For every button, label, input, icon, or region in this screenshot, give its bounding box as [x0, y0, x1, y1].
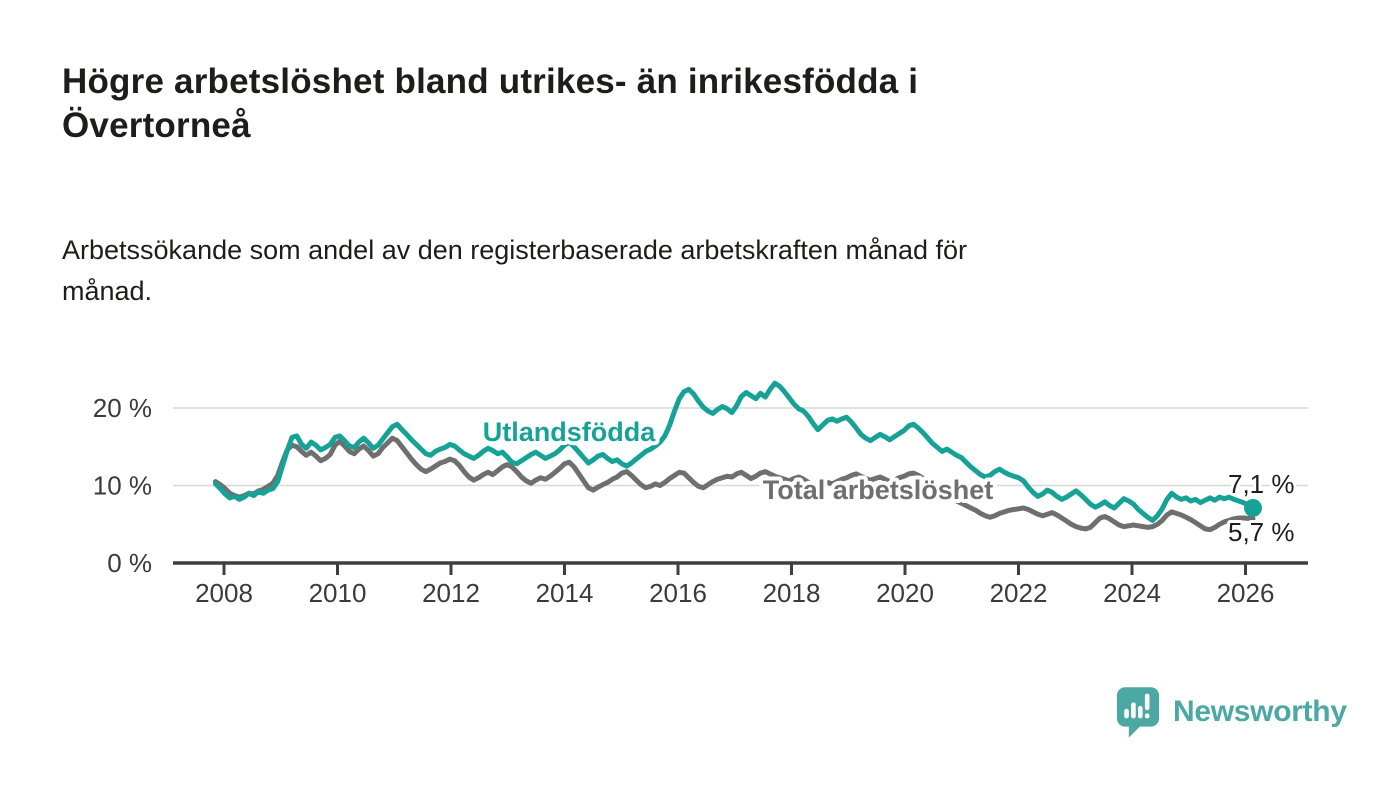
x-tick-label: 2010: [309, 578, 367, 608]
page-title-line-2: Övertorneå: [62, 106, 251, 145]
series-line-utlandsfodda: [213, 380, 1256, 523]
x-tick-label: 2024: [1103, 578, 1161, 608]
page-subtitle: Arbetssökande som andel av den registerb…: [62, 230, 967, 312]
y-tick-label: 20 %: [93, 393, 152, 423]
series-label-utlandsfodda: Utlandsfödda: [483, 417, 656, 447]
exclamation-bar-icon: [1144, 693, 1150, 711]
x-tick-label: 2018: [763, 578, 821, 608]
page-subtitle-line-1: Arbetssökande som andel av den registerb…: [62, 235, 968, 265]
last-point-marker: [1244, 498, 1262, 517]
page-title-line-1: Högre arbetslöshet bland utrikes- än inr…: [62, 62, 919, 101]
bar-icon-2: [1131, 702, 1136, 719]
x-tick-label: 2026: [1217, 578, 1275, 608]
x-tick-label: 2022: [990, 578, 1048, 608]
y-tick-label: 0 %: [107, 548, 152, 578]
end-value-label-utlandsfodda: 7,1 %: [1228, 469, 1295, 499]
page-subtitle-line-2: månad.: [62, 276, 153, 306]
bar-icon-1: [1124, 708, 1129, 719]
end-value-label-total-arbetsloshet: 5,7 %: [1228, 517, 1295, 547]
x-tick-label: 2008: [195, 578, 253, 608]
x-tick-label: 2020: [876, 578, 934, 608]
x-tick-label: 2012: [422, 578, 480, 608]
y-tick-label: 10 %: [93, 471, 152, 501]
newsworthy-logo-icon: [1116, 687, 1160, 738]
x-tick-label: 2016: [649, 578, 707, 608]
x-tick-label: 2014: [536, 578, 594, 608]
bar-icon-3: [1138, 706, 1143, 719]
page-title: Högre arbetslöshet bland utrikes- än inr…: [62, 60, 918, 148]
exclamation-dot-icon: [1144, 713, 1150, 719]
brand-footer: Newsworthy: [1116, 686, 1347, 738]
brand-name: Newsworthy: [1173, 695, 1347, 728]
series-label-total-arbetsloshet: Total arbetslöshet: [763, 475, 994, 505]
series-line-total-arbetsloshet: [213, 435, 1256, 533]
